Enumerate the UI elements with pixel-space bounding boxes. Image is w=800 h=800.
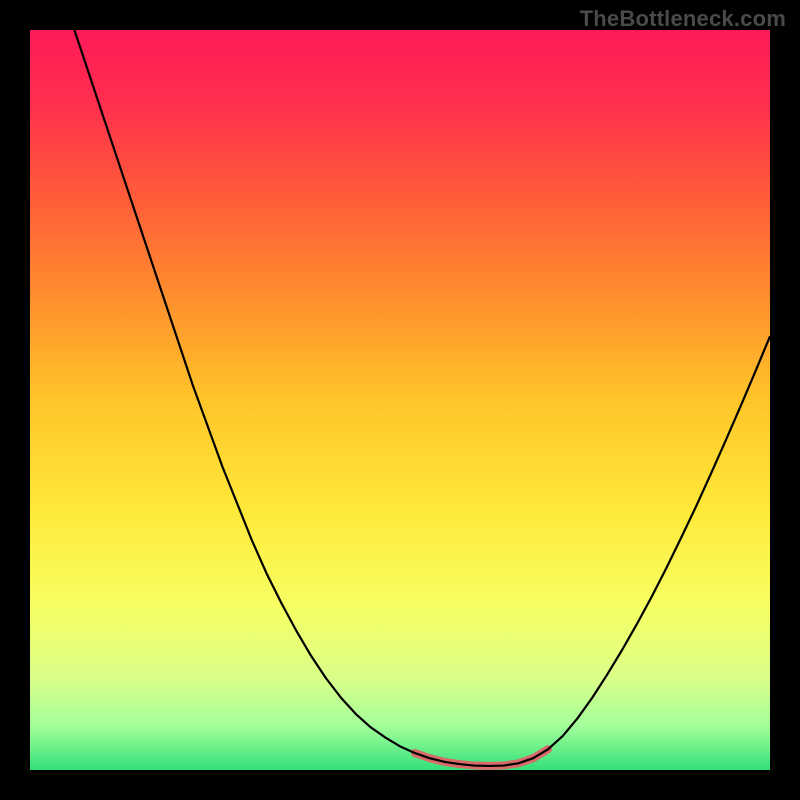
watermark-text: TheBottleneck.com — [580, 6, 786, 32]
plot-background — [30, 30, 770, 770]
bottleneck-chart: TheBottleneck.com — [0, 0, 800, 800]
chart-svg — [0, 0, 800, 800]
